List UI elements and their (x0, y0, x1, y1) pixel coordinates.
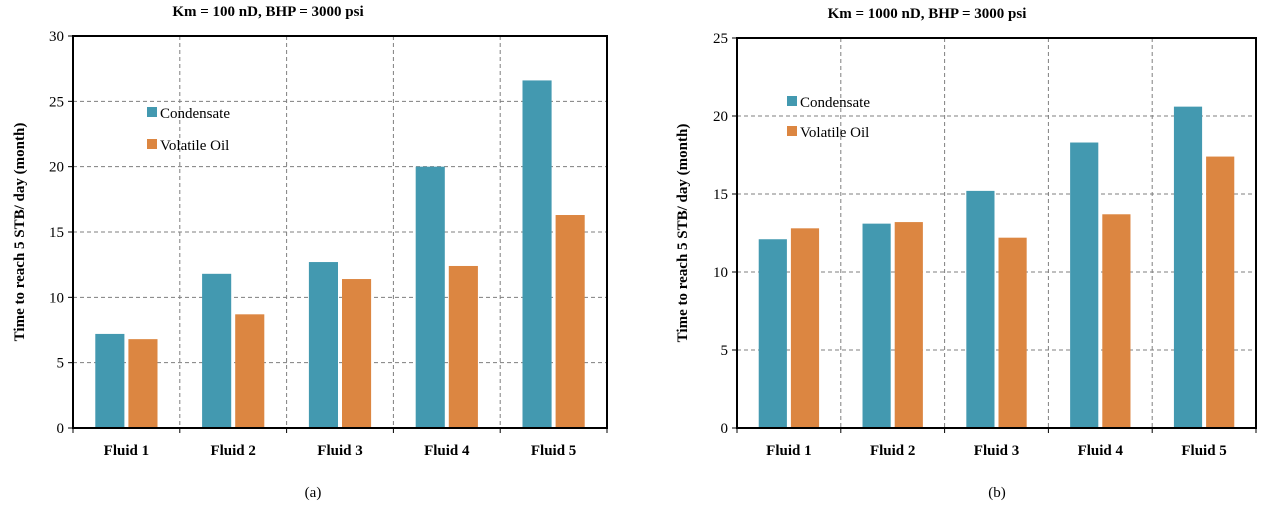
x-tick-label: Fluid 4 (1078, 443, 1124, 459)
x-tick-label: Fluid 5 (531, 443, 576, 459)
bar-volatile-oil (555, 215, 585, 428)
y-tick-label: 10 (49, 290, 64, 306)
legend-label: Volatile Oil (800, 125, 869, 141)
x-tick-label: Fluid 3 (317, 443, 362, 459)
bar-volatile-oil (1206, 156, 1235, 428)
chart-b: Km = 1000 nD, BHP = 3000 psi 0 5 10 15 20 25 Fl… (675, 6, 1257, 501)
bar-volatile-oil (342, 279, 372, 428)
bar-condensate (202, 273, 232, 428)
x-tick-label: Fluid 1 (104, 443, 149, 459)
bar-condensate (758, 239, 787, 428)
x-tick-label: Fluid 4 (424, 443, 470, 459)
bar-volatile-oil (128, 339, 158, 428)
bar-condensate (308, 262, 338, 428)
y-axis-label: Time to reach 5 STB/ day (month) (12, 123, 28, 342)
legend-swatch (787, 96, 797, 106)
y-tick-label: 10 (713, 265, 728, 281)
bar-condensate (415, 166, 445, 428)
y-tick-label: 5 (721, 343, 729, 359)
y-tick-label: 15 (713, 187, 728, 203)
bar-volatile-oil (448, 265, 478, 428)
y-tick-label: 0 (721, 421, 729, 437)
bar-volatile-oil (790, 228, 820, 428)
y-axis-label: Time to reach 5 STB/ day (month) (675, 124, 691, 343)
chart-title: Km = 1000 nD, BHP = 3000 psi (828, 6, 1027, 22)
x-tick-label: Fluid 1 (766, 443, 811, 459)
x-tick-label: Fluid 2 (870, 443, 915, 459)
y-tick-label: 20 (713, 109, 728, 125)
bar-condensate (522, 80, 552, 428)
bar-condensate (966, 190, 995, 428)
y-tick-label: 15 (49, 225, 64, 241)
y-tick-label: 25 (49, 94, 64, 110)
bar-volatile-oil (894, 222, 923, 428)
legend-swatch (787, 126, 797, 136)
y-tick-label: 25 (713, 31, 728, 47)
legend-label: Volatile Oil (160, 138, 229, 154)
x-tick-label: Fluid 3 (974, 443, 1019, 459)
legend-swatch (147, 139, 157, 149)
figure-caption: (b) (988, 485, 1006, 501)
chart-title: Km = 100 nD, BHP = 3000 psi (172, 4, 363, 20)
legend-label: Condensate (160, 106, 230, 122)
y-tick-label: 0 (57, 421, 65, 437)
bar-volatile-oil (998, 237, 1027, 428)
legend-swatch (147, 107, 157, 117)
legend-label: Condensate (800, 95, 870, 111)
y-tick-label: 20 (49, 160, 64, 176)
bar-condensate (95, 333, 125, 428)
plot-frame (736, 37, 1257, 429)
bar-volatile-oil (235, 314, 265, 428)
x-tick-label: Fluid 5 (1181, 443, 1226, 459)
bar-condensate (1070, 142, 1099, 428)
bar-condensate (862, 223, 891, 428)
bar-volatile-oil (1102, 214, 1131, 428)
figure-caption: (a) (305, 485, 322, 501)
y-tick-label: 5 (57, 356, 65, 372)
y-tick-label: 30 (49, 29, 64, 45)
bar-condensate (1173, 106, 1203, 428)
x-tick-label: Fluid 2 (210, 443, 255, 459)
chart-a: Km = 100 nD, BHP = 3000 psi 0 5 10 15 20 25 30 F… (12, 4, 608, 501)
